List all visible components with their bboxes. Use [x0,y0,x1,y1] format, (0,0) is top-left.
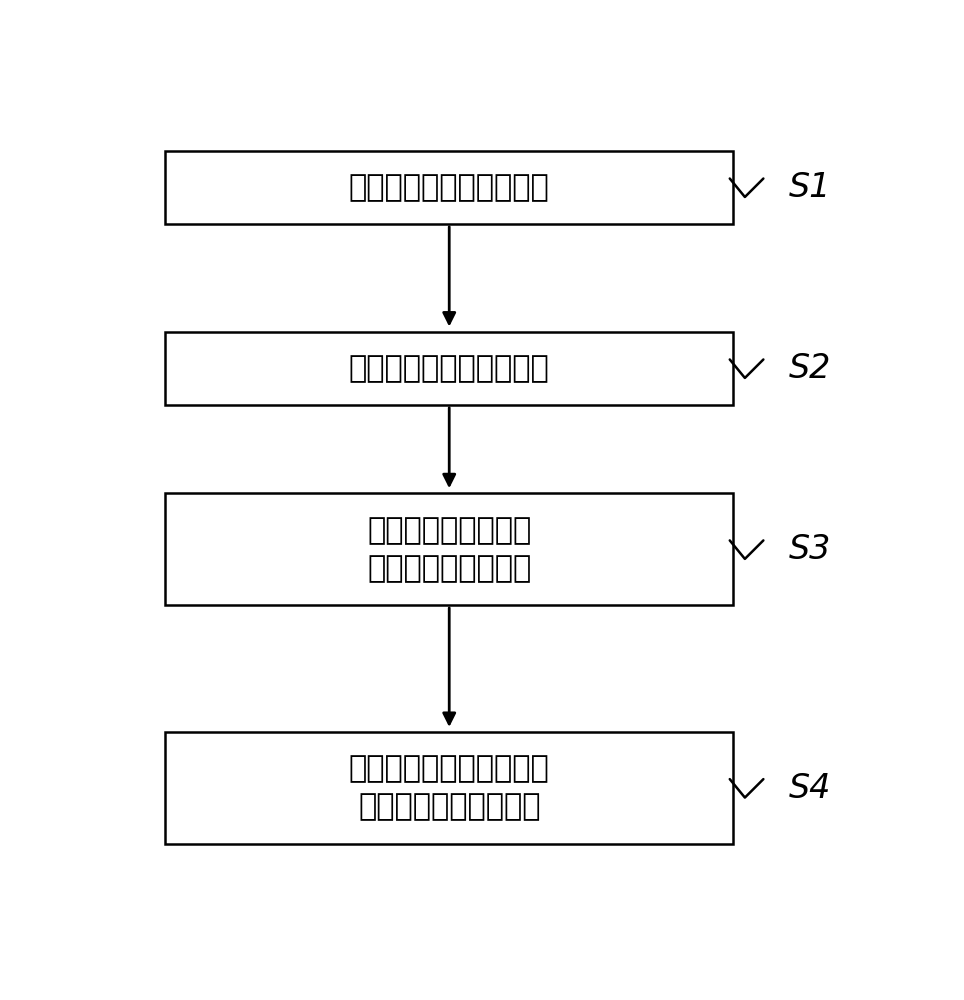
Text: S2: S2 [790,352,832,385]
Bar [166,151,734,224]
Bar [166,332,734,405]
Text: 调整深坑支撑的第二标高: 调整深坑支撑的第二标高 [349,354,549,383]
Text: 在深坑支撑与传力装置之
间设置深坑围护顶梁圈: 在深坑支撑与传力装置之 间设置深坑围护顶梁圈 [349,754,549,822]
Text: S3: S3 [790,533,832,566]
Bar [166,732,734,844]
Text: 将浅坑底板挖至第一标高: 将浅坑底板挖至第一标高 [349,173,549,202]
Text: S1: S1 [790,171,832,204]
Bar [166,493,734,605]
Text: 将浅坑底板与深坑标
高之间设置传力装置: 将浅坑底板与深坑标 高之间设置传力装置 [367,516,531,583]
Text: S4: S4 [790,772,832,805]
